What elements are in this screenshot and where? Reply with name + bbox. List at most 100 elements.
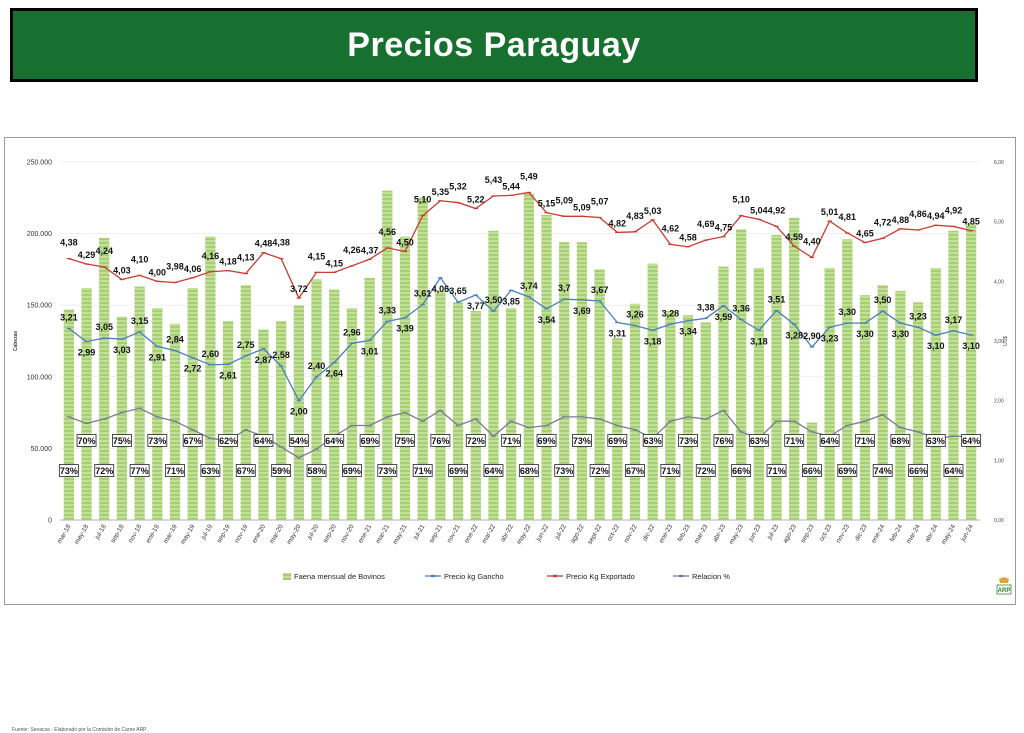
exportado-data-label: 4,03 bbox=[113, 266, 131, 276]
relacion-label-box bbox=[802, 464, 822, 477]
exportado-data-label: 4,62 bbox=[662, 223, 680, 233]
relacion-data-label: 73% bbox=[679, 436, 697, 446]
x-tick-label: oct-22 bbox=[606, 523, 621, 542]
relacion-data-label: 68% bbox=[520, 466, 538, 476]
bar-faena bbox=[948, 230, 959, 520]
relacion-data-label: 63% bbox=[644, 436, 662, 446]
gancho-data-label: 2,99 bbox=[78, 348, 96, 358]
x-tick-label: ene-22 bbox=[463, 523, 479, 544]
relacion-data-label: 54% bbox=[290, 436, 308, 446]
x-tick-label: nov-21 bbox=[446, 523, 462, 544]
bar-faena bbox=[81, 288, 92, 520]
relacion-label-box bbox=[607, 434, 628, 447]
relacion-label-box bbox=[483, 464, 504, 477]
exportado-data-label: 4,37 bbox=[361, 245, 379, 255]
bar-faena bbox=[682, 315, 694, 520]
exportado-data-label: 5,03 bbox=[644, 206, 662, 216]
bar-faena bbox=[63, 309, 74, 520]
gancho-data-label: 2,00 bbox=[290, 407, 308, 417]
bar-faena bbox=[541, 214, 552, 520]
svg-text:ARP: ARP bbox=[998, 588, 1011, 594]
x-tick-label: jul-20 bbox=[306, 523, 321, 541]
x-tick-label: jun-24 bbox=[959, 523, 975, 543]
y-right-tick-label: 5,00 bbox=[994, 220, 1004, 226]
source-note: Fuente: Senacsa - Elaborado por la Comis… bbox=[12, 727, 147, 733]
page-banner: Precios Paraguay bbox=[10, 8, 978, 82]
relacion-label-box bbox=[306, 464, 327, 477]
legend-label-exportado: Precio Kg Exportado bbox=[566, 572, 635, 581]
gancho-data-label: 3,28 bbox=[662, 308, 680, 318]
relacion-data-label: 76% bbox=[431, 436, 449, 446]
relacion-label-box bbox=[395, 434, 415, 447]
exportado-data-label: 4,65 bbox=[856, 229, 874, 239]
bar-faena bbox=[966, 223, 977, 520]
relacion-label-box bbox=[377, 464, 398, 477]
exportado-data-label: 4,72 bbox=[874, 217, 892, 227]
x-tick-label: ene-24 bbox=[870, 523, 886, 544]
x-tick-label: may-24 bbox=[940, 523, 957, 546]
exportado-data-label: 5,10 bbox=[414, 195, 432, 205]
x-tick-label: may-21 bbox=[392, 523, 409, 546]
relacion-data-label: 70% bbox=[78, 436, 96, 446]
relacion-data-label: 64% bbox=[254, 436, 272, 446]
gancho-data-label: 3,30 bbox=[839, 307, 857, 317]
relacion-label-box bbox=[182, 434, 203, 447]
bar-faena bbox=[594, 269, 605, 520]
exportado-data-label: 5,44 bbox=[502, 181, 520, 191]
exportado-data-label: 5,35 bbox=[432, 187, 450, 197]
gancho-data-label: 3,03 bbox=[113, 345, 131, 355]
legend-swatch-faena bbox=[283, 573, 291, 580]
x-tick-label: mar-24 bbox=[905, 523, 922, 545]
exportado-data-label: 4,40 bbox=[803, 236, 821, 246]
relacion-label-box bbox=[766, 464, 787, 477]
gancho-data-label: 3,30 bbox=[892, 329, 910, 339]
exportado-data-label: 5,43 bbox=[485, 175, 503, 185]
y-left-axis-label: Cabezas bbox=[13, 331, 19, 352]
relacion-data-label: 72% bbox=[697, 466, 715, 476]
relacion-label-box bbox=[908, 464, 928, 477]
gancho-data-label: 3,85 bbox=[502, 296, 520, 306]
relacion-data-label: 66% bbox=[909, 466, 927, 476]
relacion-data-label: 67% bbox=[626, 466, 644, 476]
y-left-tick-label: 100.000 bbox=[27, 374, 52, 381]
x-tick-label: jul-18 bbox=[93, 523, 108, 541]
x-tick-label: jun-23 bbox=[747, 523, 763, 543]
relacion-data-label: 69% bbox=[343, 466, 361, 476]
exportado-data-label: 5,01 bbox=[821, 207, 839, 217]
relacion-label-box bbox=[748, 434, 769, 447]
bar-faena bbox=[824, 267, 835, 520]
bar-faena bbox=[506, 308, 517, 520]
relacion-data-label: 74% bbox=[874, 466, 892, 476]
x-tick-label: ene-23 bbox=[658, 523, 674, 544]
relacion-data-label: 73% bbox=[573, 436, 591, 446]
gancho-data-label: 3,54 bbox=[538, 315, 556, 325]
bar-faena bbox=[789, 217, 800, 520]
gancho-data-label: 3,17 bbox=[945, 315, 963, 325]
exportado-data-label: 4,75 bbox=[715, 223, 733, 233]
x-tick-label: jul-23 bbox=[766, 523, 781, 541]
gancho-data-label: 3,65 bbox=[449, 286, 467, 296]
gancho-data-label: 3,18 bbox=[750, 336, 768, 346]
relacion-data-label: 63% bbox=[927, 436, 945, 446]
relacion-data-label: 75% bbox=[396, 436, 414, 446]
exportado-data-label: 4,24 bbox=[95, 246, 113, 256]
exportado-data-label: 4,00 bbox=[149, 267, 167, 277]
exportado-data-label: 5,15 bbox=[538, 199, 556, 209]
y-left-tick-label: 150.000 bbox=[27, 303, 52, 310]
exportado-data-label: 4,82 bbox=[609, 218, 627, 228]
relacion-data-label: 67% bbox=[184, 436, 202, 446]
relacion-label-box bbox=[678, 434, 698, 447]
relacion-label-box bbox=[554, 464, 575, 477]
relacion-data-label: 71% bbox=[166, 466, 184, 476]
bar-faena bbox=[329, 289, 340, 520]
exportado-data-label: 4,10 bbox=[131, 254, 149, 264]
legend-label-relacion: Relacion % bbox=[692, 572, 730, 581]
exportado-data-label: 4,86 bbox=[909, 209, 927, 219]
relacion-line bbox=[68, 407, 972, 459]
bar-faena bbox=[364, 277, 375, 520]
relacion-data-label: 71% bbox=[768, 466, 786, 476]
gancho-data-label: 3,77 bbox=[467, 301, 485, 311]
bar-faena bbox=[470, 310, 481, 520]
x-tick-label: jul-19 bbox=[200, 523, 215, 541]
gancho-data-label: 3,28 bbox=[785, 330, 803, 340]
